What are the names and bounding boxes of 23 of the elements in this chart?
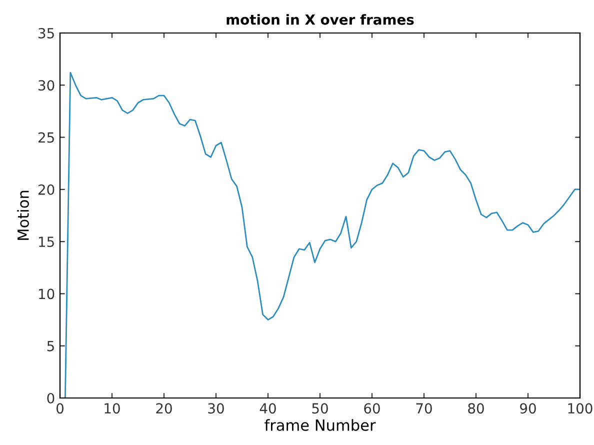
y-tick-label: 35 — [38, 28, 54, 38]
y-tick-label: 5 — [47, 341, 54, 352]
x-tick-label: 0 — [56, 403, 64, 414]
x-tick-label: 40 — [260, 403, 276, 414]
y-axis-title: Motion — [17, 190, 29, 240]
y-tick-label: 15 — [38, 236, 54, 248]
y-tick-label: 20 — [38, 184, 54, 195]
x-axis-title: frame Number — [264, 419, 376, 431]
chart-title: motion in X over frames — [226, 14, 414, 25]
x-tick-label: 20 — [156, 403, 172, 414]
x-tick-label: 90 — [520, 403, 536, 414]
x-tick-label: 70 — [416, 403, 432, 414]
x-tick-label: 10 — [104, 403, 120, 414]
y-tick-label: 0 — [47, 392, 54, 404]
x-tick-label: 50 — [312, 403, 328, 414]
y-tick-label: 30 — [38, 80, 54, 91]
x-tick-label: 30 — [208, 403, 224, 414]
x-tick-label: 80 — [468, 403, 484, 414]
y-tick-label: 25 — [38, 132, 54, 143]
x-tick-label: 60 — [364, 403, 380, 414]
y-tick-label: 10 — [38, 288, 54, 300]
x-tick-label: 100 — [568, 403, 592, 414]
line-series — [64, 72, 580, 398]
